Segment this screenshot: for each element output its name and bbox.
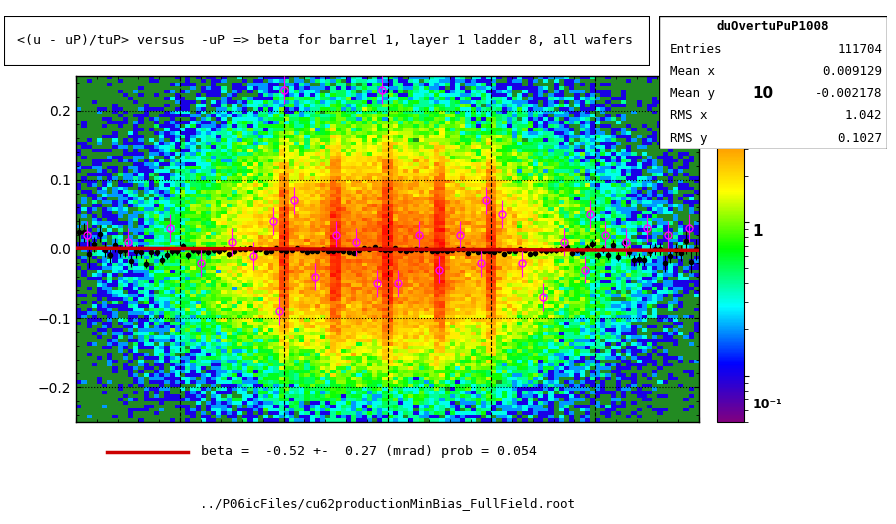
Text: RMS x: RMS x [670, 110, 708, 123]
Text: 1: 1 [753, 224, 763, 239]
Text: Mean y: Mean y [670, 87, 715, 100]
Text: 10: 10 [753, 86, 774, 101]
Text: Mean x: Mean x [670, 65, 715, 78]
Text: RMS y: RMS y [670, 132, 708, 145]
Text: Entries: Entries [670, 42, 722, 56]
Text: 10⁻¹: 10⁻¹ [753, 398, 782, 411]
Text: 0.1027: 0.1027 [838, 132, 883, 145]
Text: 111704: 111704 [838, 42, 883, 56]
Text: <(u - uP)/tuP> versus  -uP => beta for barrel 1, layer 1 ladder 8, all wafers: <(u - uP)/tuP> versus -uP => beta for ba… [17, 34, 633, 47]
Text: ../P06icFiles/cu62productionMinBias_FullField.root: ../P06icFiles/cu62productionMinBias_Full… [200, 498, 574, 511]
Text: 0.009129: 0.009129 [823, 65, 883, 78]
Text: duOvertuPuP1008: duOvertuPuP1008 [717, 20, 829, 34]
Text: 1.042: 1.042 [845, 110, 883, 123]
Text: -0.002178: -0.002178 [815, 87, 883, 100]
Text: beta =  -0.52 +-  0.27 (mrad) prob = 0.054: beta = -0.52 +- 0.27 (mrad) prob = 0.054 [201, 445, 537, 458]
